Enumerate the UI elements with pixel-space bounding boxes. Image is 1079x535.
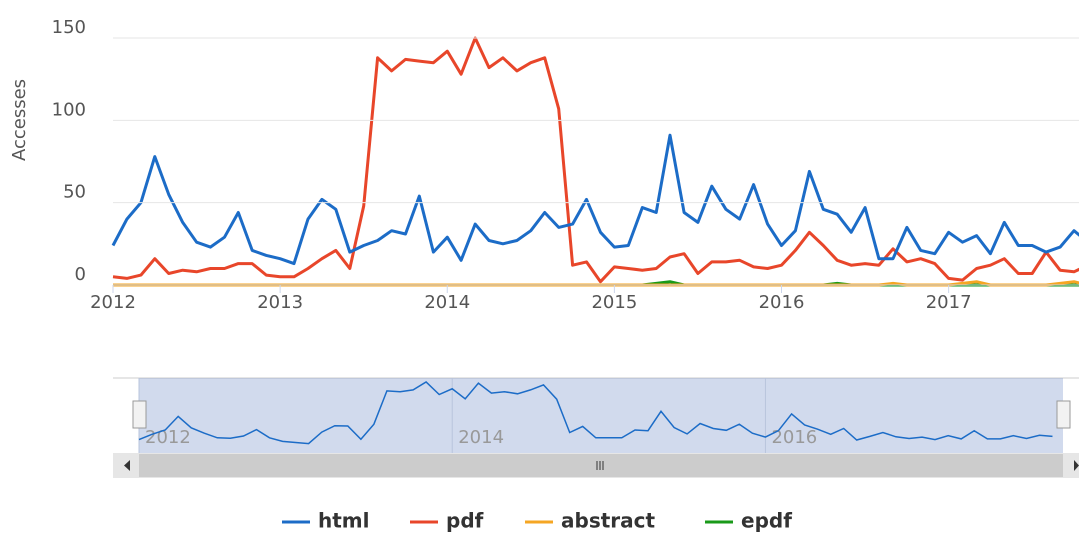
- y-tick-label: 50: [63, 182, 86, 203]
- legend-label: epdf: [741, 509, 792, 533]
- legend-label: html: [318, 509, 370, 533]
- x-tick-label: 2015: [591, 292, 637, 313]
- x-tick-label: 2016: [759, 292, 805, 313]
- y-tick-label: 150: [52, 17, 86, 38]
- legend-label: pdf: [446, 509, 484, 533]
- scrollbar-grip: [596, 461, 604, 470]
- navigator-background: [113, 378, 1079, 453]
- series-line: [111, 133, 1079, 266]
- navigator-handle-right[interactable]: [1056, 400, 1071, 429]
- y-tick-label: 100: [52, 99, 86, 120]
- y-axis-title: Accesses: [9, 79, 30, 161]
- scrollbar-thumb[interactable]: [139, 454, 1063, 477]
- x-tick-label: 2012: [90, 292, 136, 313]
- y-tick-label: 0: [75, 264, 86, 285]
- navigator-selection: [139, 378, 1063, 453]
- navigator-tick-label: 2012: [145, 427, 191, 448]
- legend-label: abstract: [561, 509, 655, 533]
- navigator-tick-label: 2014: [458, 427, 504, 448]
- scroll-right-arrow[interactable]: [1074, 460, 1079, 471]
- navigator-tick-label: 2016: [771, 427, 817, 448]
- x-tick-label: 2014: [424, 292, 470, 313]
- x-tick-label: 2017: [926, 292, 972, 313]
- navigator-handle-left[interactable]: [132, 400, 147, 429]
- navigator-line: [138, 381, 1053, 445]
- series-line: [112, 36, 1079, 284]
- x-tick-label: 2013: [257, 292, 303, 313]
- scroll-left-arrow[interactable]: [124, 460, 130, 471]
